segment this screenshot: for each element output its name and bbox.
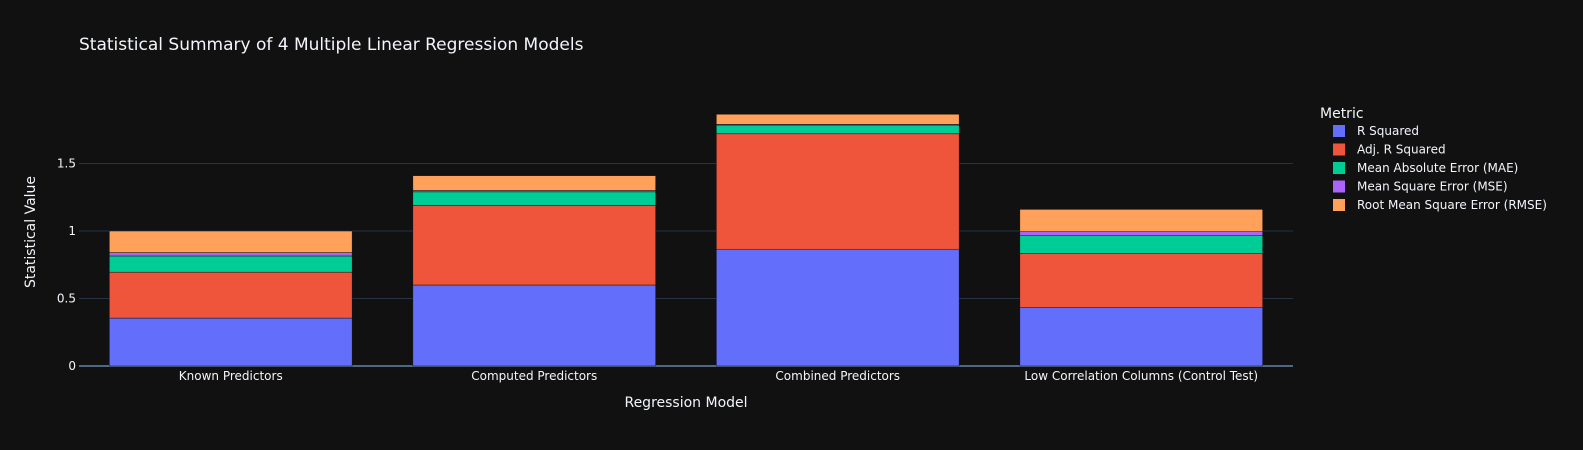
bar-low-correlation-columns-control-test--series-3[interactable]	[1019, 231, 1263, 236]
bar-known-predictors-series-0[interactable]	[109, 317, 353, 367]
bar-known-predictors-series-3[interactable]	[109, 252, 353, 257]
legend-swatch	[1333, 199, 1345, 211]
y-tick-label: 1	[68, 224, 76, 238]
legend-title: Metric	[1320, 106, 1364, 122]
legend-item[interactable]: Mean Absolute Error (MAE)	[1333, 161, 1518, 175]
y-axis-title: Statistical Value	[23, 176, 39, 288]
x-tick-label: Combined Predictors	[775, 369, 900, 383]
legend-item[interactable]: Adj. R Squared	[1333, 143, 1446, 157]
bar-known-predictors-series-2[interactable]	[109, 255, 353, 273]
bar-low-correlation-columns-control-test--series-4[interactable]	[1019, 209, 1263, 232]
y-axis-ticks: 0 0.5 1 1.5	[57, 157, 76, 374]
legend-swatch	[1333, 180, 1345, 193]
legend-swatch	[1333, 143, 1345, 156]
legend-label: Adj. R Squared	[1357, 143, 1446, 157]
bar-computed-predictors-series-4[interactable]	[412, 175, 656, 191]
y-tick-label: 1.5	[57, 157, 76, 171]
legend-label: Mean Square Error (MSE)	[1357, 180, 1508, 194]
bar-low-correlation-columns-control-test--series-0[interactable]	[1019, 307, 1263, 367]
legend-label: Root Mean Square Error (RMSE)	[1357, 198, 1547, 212]
bars	[109, 113, 1263, 367]
legend-item[interactable]: R Squared	[1333, 124, 1419, 138]
legend-swatch	[1333, 162, 1345, 174]
x-axis-title: Regression Model	[624, 395, 747, 411]
legend-item[interactable]: Root Mean Square Error (RMSE)	[1333, 198, 1547, 212]
x-tick-label: Known Predictors	[179, 369, 283, 383]
y-tick-label: 0.5	[57, 292, 76, 306]
legend-item[interactable]: Mean Square Error (MSE)	[1333, 180, 1508, 194]
legend-label: Mean Absolute Error (MAE)	[1357, 161, 1518, 175]
bar-combined-predictors-series-4[interactable]	[716, 113, 960, 125]
x-tick-label: Low Correlation Columns (Control Test)	[1024, 369, 1258, 383]
legend[interactable]: Metric R Squared Adj. R Squared Mean Absol…	[1320, 106, 1547, 212]
x-tick-label: Computed Predictors	[471, 369, 597, 383]
bar-known-predictors-series-4[interactable]	[109, 230, 353, 253]
bar-known-predictors-series-1[interactable]	[109, 271, 353, 319]
chart-title: Statistical Summary of 4 Multiple Linear…	[79, 35, 584, 55]
x-axis-ticks: Known Predictors Computed Predictors Combi…	[179, 369, 1258, 383]
bar-combined-predictors-series-1[interactable]	[716, 133, 960, 250]
bar-combined-predictors-series-0[interactable]	[716, 248, 960, 367]
bar-computed-predictors-series-0[interactable]	[412, 284, 656, 367]
bar-low-correlation-columns-control-test--series-2[interactable]	[1019, 235, 1263, 254]
bar-combined-predictors-series-2[interactable]	[716, 124, 960, 135]
y-tick-label: 0	[68, 359, 76, 373]
bar-computed-predictors-series-1[interactable]	[412, 205, 656, 286]
legend-swatch	[1333, 125, 1345, 137]
legend-label: R Squared	[1357, 124, 1419, 138]
bar-computed-predictors-series-2[interactable]	[412, 191, 656, 206]
bar-low-correlation-columns-control-test--series-1[interactable]	[1019, 253, 1263, 308]
